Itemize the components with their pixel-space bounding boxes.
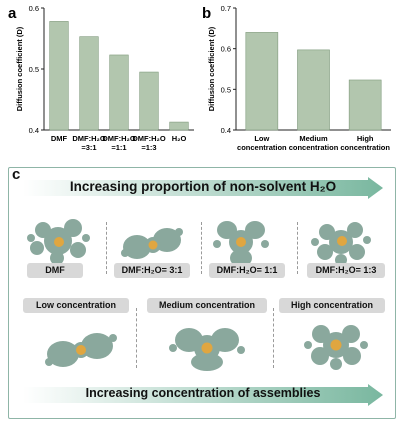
molecule-high-concentration — [304, 325, 368, 370]
molecule-medium-concentration — [169, 328, 245, 371]
molecule-ratio-1-3 — [311, 222, 371, 266]
a-x-tick-label: DMF:H₂O — [72, 134, 105, 143]
tag-high-concentration: High concentration — [279, 298, 385, 313]
tag-ratio-1-1: DMF:H₂O= 1:1 — [209, 263, 285, 278]
a-bar-3 — [109, 54, 129, 131]
b-x-tick-label: concentration — [237, 143, 287, 152]
b-y-tick-label: 0.4 — [221, 126, 231, 135]
separator-5 — [273, 308, 274, 368]
a-x-tick-label: =1:3 — [141, 143, 156, 152]
tag-dmf: DMF — [27, 263, 83, 278]
molecule-low-concentration — [45, 333, 117, 367]
separator-2 — [201, 222, 202, 274]
a-bar-2 — [79, 36, 99, 131]
b-x-tick-label: High — [357, 134, 374, 143]
separator-3 — [297, 222, 298, 274]
b-x-tick-label: concentration — [340, 143, 390, 152]
separator-4 — [136, 308, 137, 368]
b-bar-3 — [348, 79, 382, 131]
tag-medium-concentration: Medium concentration — [147, 298, 267, 313]
b-bar-1 — [245, 32, 279, 131]
molecule-dmf — [27, 219, 90, 265]
a-x-tick-label: DMF — [51, 134, 68, 143]
a-x-tick-label: DMF:H₂O — [102, 134, 135, 143]
b-x-tick-label: Medium — [299, 134, 328, 143]
chart-b: b 0.4 0.5 0.6 0.7 Diffusion coefficient (D) L… — [202, 4, 391, 152]
panel-c: c Increasing proportion of non-solvent H… — [8, 166, 396, 419]
a-y-tick-label: 0.5 — [29, 65, 39, 74]
plot-area-a: 0.4 0.5 0.6 Diffusion coefficient (D) DMF DMF… — [15, 4, 194, 152]
a-bar-4 — [139, 71, 159, 131]
molecule-ratio-3-1 — [121, 228, 183, 259]
b-x-tick-label: concentration — [289, 143, 339, 152]
a-bar-1 — [49, 21, 69, 131]
top-arrow-label: Increasing proportion of non-solvent H₂O — [69, 179, 337, 194]
a-x-tick-label: DMF:H₂O — [132, 134, 165, 143]
a-x-tick-label: =3:1 — [81, 143, 96, 152]
molecule-ratio-1-1 — [213, 221, 269, 267]
tag-low-concentration: Low concentration — [23, 298, 129, 313]
bottom-arrow — [23, 384, 383, 406]
tag-ratio-1-3: DMF:H₂O= 1:3 — [307, 263, 385, 278]
b-x-tick-label: Low — [254, 134, 269, 143]
bottom-arrow-label: Increasing concentration of assemblies — [85, 386, 321, 400]
top-arrow — [23, 177, 383, 199]
chart-a: a 0.4 0.5 0.6 Diffusion coefficient (D) DMF D… — [8, 4, 194, 152]
b-y-tick-label: 0.7 — [221, 4, 231, 13]
a-y-tick-label: 0.4 — [29, 126, 39, 135]
b-y-axis-label: Diffusion coefficient (D) — [207, 26, 216, 111]
plot-area-b: 0.4 0.5 0.6 0.7 Diffusion coefficient (D) Low… — [207, 4, 391, 152]
separator-1 — [106, 222, 107, 274]
a-x-tick-label: H₂O — [172, 134, 187, 143]
a-bar-5 — [169, 121, 189, 131]
b-y-tick-label: 0.6 — [221, 45, 231, 54]
panel-label-b: b — [202, 5, 211, 22]
panel-label-a: a — [8, 5, 17, 22]
a-y-tick-label: 0.6 — [29, 4, 39, 13]
a-x-tick-label: =1:1 — [111, 143, 126, 152]
a-y-axis-label: Diffusion coefficient (D) — [15, 26, 24, 111]
b-bar-2 — [297, 49, 330, 131]
panel-label-c: c — [12, 166, 21, 183]
b-y-tick-label: 0.5 — [221, 85, 231, 94]
tag-ratio-3-1: DMF:H₂O= 3:1 — [114, 263, 190, 278]
